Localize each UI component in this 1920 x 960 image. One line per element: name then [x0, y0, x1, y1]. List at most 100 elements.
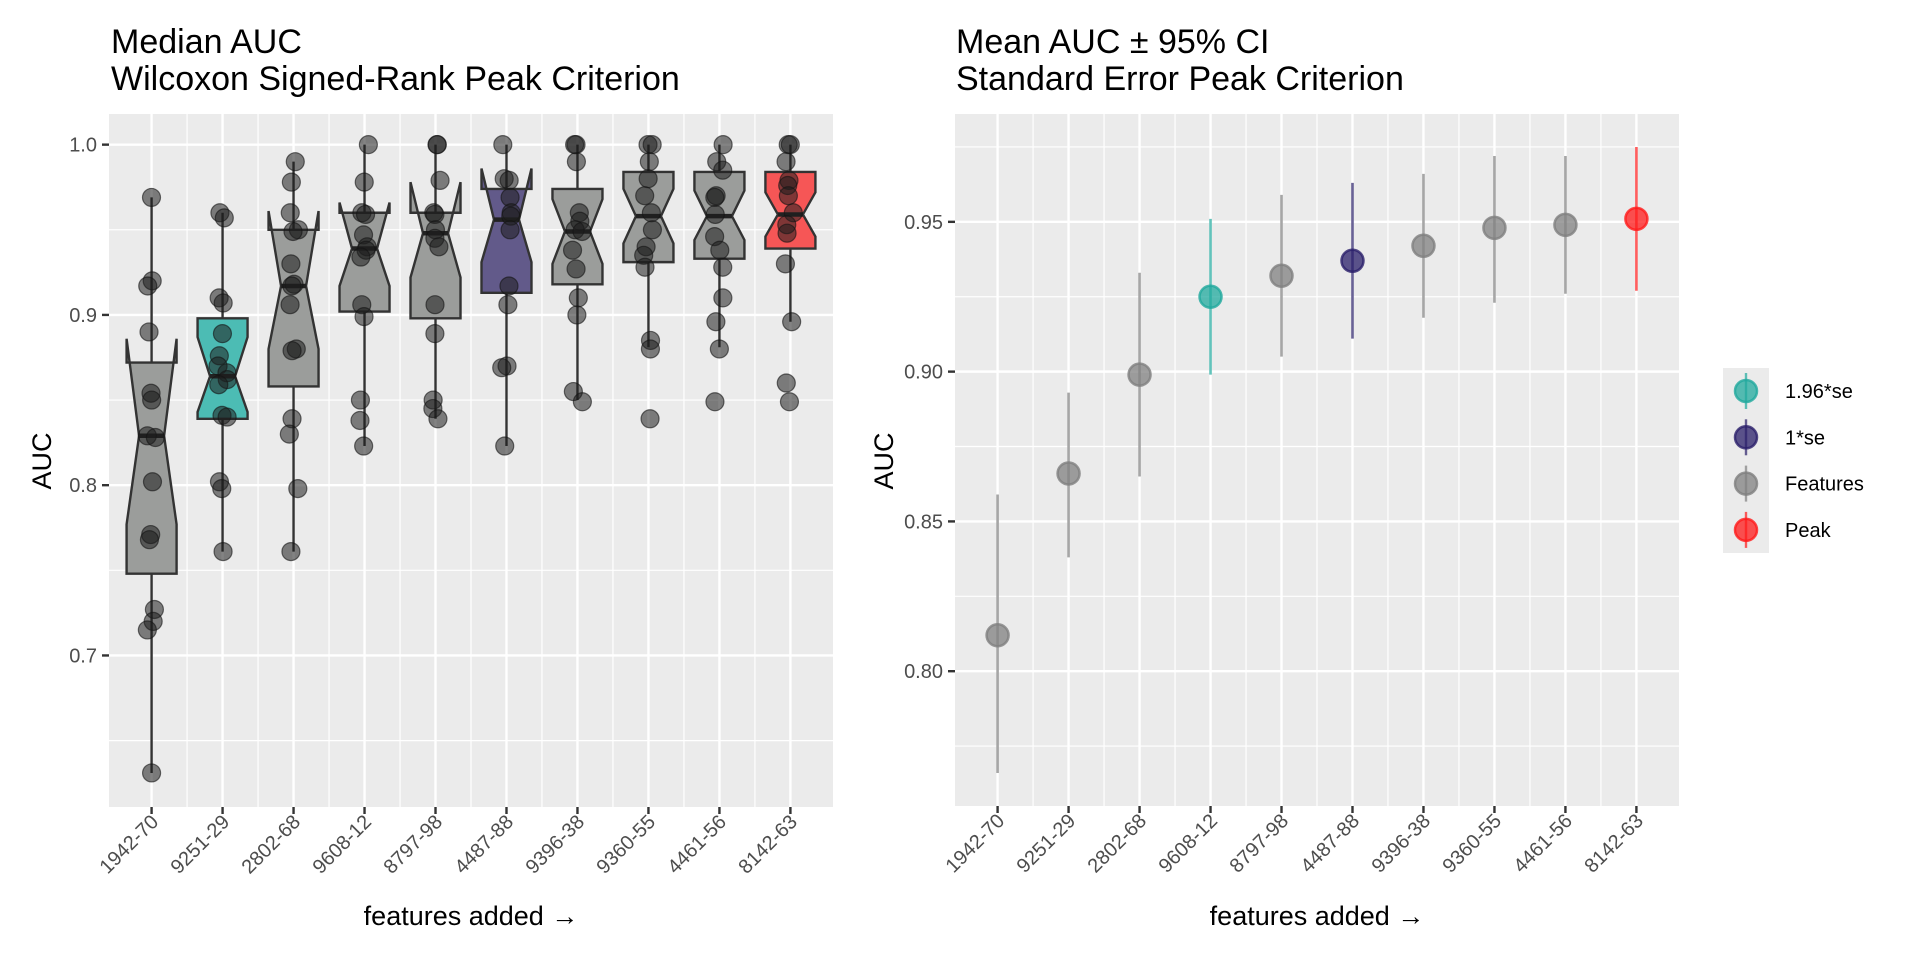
data-point	[430, 170, 450, 191]
x-tick-label: 2802-68	[238, 811, 305, 878]
x-tick-label: 1942-70	[96, 811, 163, 878]
data-point	[213, 541, 233, 562]
mean-point	[1553, 212, 1578, 238]
y-tick-label: 0.8	[69, 475, 97, 497]
errorbar-group	[1127, 272, 1152, 477]
data-point	[500, 220, 520, 240]
left-y-axis: 0.7 0.8 0.9 1.0	[69, 135, 109, 667]
data-point	[354, 307, 374, 327]
data-point	[282, 341, 302, 361]
right-subtitle: Standard Error Peak Criterion	[956, 60, 1404, 98]
data-point	[572, 392, 592, 412]
data-point	[705, 187, 725, 208]
boxplot-panel: Median AUC Wilcoxon Signed-Rank Peak Cri…	[27, 23, 833, 931]
y-tick-label: 0.90	[904, 362, 943, 384]
data-point	[355, 204, 376, 225]
x-tick-label: 9608-12	[309, 811, 376, 878]
data-point	[217, 407, 237, 427]
data-point	[776, 373, 796, 393]
notched-box	[125, 338, 178, 575]
right-x-axis: 1942-70 9251-29 2802-68 9608-12 8797-98 4487-…	[942, 806, 1648, 877]
data-point	[777, 223, 797, 243]
x-tick-label: 4461-56	[1510, 810, 1577, 877]
left-x-axis-title: features added →	[364, 901, 579, 931]
left-subtitle: Wilcoxon Signed-Rank Peak Criterion	[111, 60, 680, 98]
x-tick-label: 8797-98	[1226, 810, 1293, 877]
data-point	[358, 135, 378, 155]
legend-label: 1*se	[1785, 427, 1825, 449]
data-point	[705, 392, 725, 412]
data-point	[566, 259, 586, 279]
right-y-axis-title: AUC	[869, 432, 899, 489]
data-point	[713, 288, 733, 308]
x-tick-label: 8142-63	[1580, 810, 1647, 877]
box-group	[622, 135, 675, 429]
y-tick-label: 0.95	[904, 212, 943, 234]
data-point	[493, 135, 513, 155]
x-tick-label: 9396-38	[522, 811, 589, 878]
right-y-axis: 0.80 0.85 0.90 0.95	[904, 212, 955, 683]
data-point	[709, 339, 729, 359]
mean-point	[1127, 362, 1152, 387]
left-y-axis-title: AUC	[27, 432, 57, 489]
legend-item: Features	[1733, 465, 1864, 502]
data-point	[137, 620, 157, 640]
data-point	[279, 424, 299, 444]
x-tick-label: 1942-70	[942, 810, 1009, 877]
x-tick-label: 9360-55	[593, 811, 660, 878]
data-point	[713, 160, 733, 180]
data-point	[281, 172, 301, 192]
mean-point	[985, 622, 1010, 648]
legend-key-point	[1733, 425, 1759, 450]
data-point	[565, 135, 585, 155]
legend-label: Peak	[1785, 520, 1832, 542]
errorbar-group	[1269, 194, 1294, 357]
y-tick-label: 0.80	[904, 661, 943, 683]
data-point	[566, 152, 587, 172]
errorbar-group	[1553, 155, 1578, 294]
x-tick-label: 9360-55	[1439, 810, 1506, 877]
box-group	[338, 135, 391, 456]
mean-point	[1056, 461, 1081, 486]
data-point	[779, 392, 800, 412]
x-tick-label: 9396-38	[1368, 810, 1435, 877]
data-point	[214, 208, 234, 228]
data-point	[705, 204, 725, 225]
x-tick-label: 9251-29	[167, 811, 234, 878]
data-point	[354, 436, 374, 456]
data-point	[354, 172, 374, 192]
data-point	[638, 169, 658, 189]
data-point	[499, 170, 519, 191]
data-point	[425, 324, 445, 344]
errorbar-group	[1411, 173, 1436, 318]
right-errorbars	[985, 146, 1649, 774]
data-point	[285, 152, 305, 172]
x-tick-label: 2802-68	[1084, 810, 1151, 877]
data-point	[139, 530, 160, 550]
errorbar-group	[1198, 218, 1223, 375]
data-point	[280, 203, 300, 223]
errorbar-group	[1482, 155, 1507, 303]
errorbar-group	[1624, 146, 1649, 291]
legend-label: 1.96*se	[1785, 381, 1853, 403]
data-point	[209, 375, 229, 395]
right-x-axis-title: features added →	[1210, 901, 1425, 931]
box-group	[196, 203, 249, 562]
mean-point	[1411, 233, 1436, 259]
legend-item: 1.96*se	[1733, 373, 1853, 409]
data-point	[640, 409, 660, 429]
x-tick-label: 9608-12	[1155, 810, 1222, 877]
data-point	[142, 472, 163, 492]
data-point	[281, 541, 301, 562]
data-point	[213, 293, 233, 313]
x-tick-label: 8797-98	[380, 811, 447, 878]
left-title: Median AUC	[111, 23, 302, 61]
data-point	[281, 254, 301, 274]
x-tick-label: 4461-56	[664, 811, 731, 878]
left-boxes	[125, 135, 817, 783]
data-point	[776, 152, 796, 172]
legend-item: 1*se	[1733, 419, 1825, 456]
data-point	[782, 312, 802, 332]
data-point	[640, 339, 661, 359]
